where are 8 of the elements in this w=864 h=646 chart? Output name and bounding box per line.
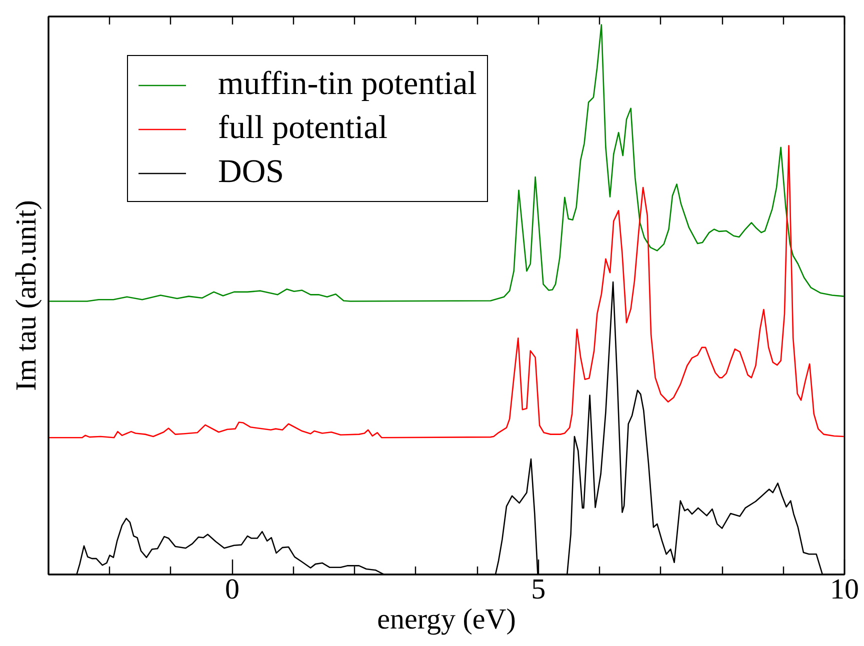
y-axis-title: Im tau (arb.unit) xyxy=(10,200,42,391)
x-tick-label: 10 xyxy=(830,574,859,606)
x-axis-title: energy (eV) xyxy=(377,604,516,636)
legend-label: DOS xyxy=(218,154,284,191)
x-tick-label: 5 xyxy=(531,574,546,606)
x-tick-label: 0 xyxy=(224,574,240,606)
legend-label: full potential xyxy=(218,110,388,147)
legend-label: muffin-tin potential xyxy=(218,66,477,103)
